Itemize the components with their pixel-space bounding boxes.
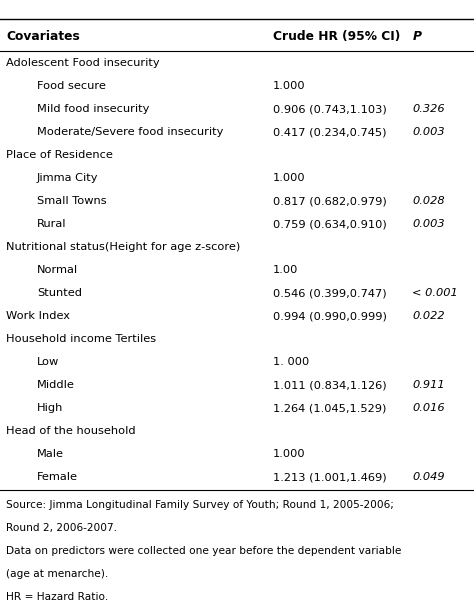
Text: 0.003: 0.003 <box>412 220 445 229</box>
Text: Rural: Rural <box>37 220 66 229</box>
Text: 0.003: 0.003 <box>412 128 445 137</box>
Text: Moderate/Severe food insecurity: Moderate/Severe food insecurity <box>37 128 223 137</box>
Text: 1.00: 1.00 <box>273 266 298 275</box>
Text: Female: Female <box>37 473 78 482</box>
Text: Low: Low <box>37 358 59 367</box>
Text: 1. 000: 1. 000 <box>273 358 309 367</box>
Text: 0.028: 0.028 <box>412 197 445 206</box>
Text: Data on predictors were collected one year before the dependent variable: Data on predictors were collected one ye… <box>6 546 401 556</box>
Text: 0.546 (0.399,0.747): 0.546 (0.399,0.747) <box>273 289 386 298</box>
Text: 0.994 (0.990,0.999): 0.994 (0.990,0.999) <box>273 312 386 321</box>
Text: 1.264 (1.045,1.529): 1.264 (1.045,1.529) <box>273 404 386 413</box>
Text: 0.022: 0.022 <box>412 312 445 321</box>
Text: < 0.001: < 0.001 <box>412 289 458 298</box>
Text: High: High <box>37 404 64 413</box>
Text: 0.016: 0.016 <box>412 404 445 413</box>
Text: 1.011 (0.834,1.126): 1.011 (0.834,1.126) <box>273 381 386 390</box>
Text: Male: Male <box>37 450 64 459</box>
Text: Food secure: Food secure <box>37 82 106 91</box>
Text: Crude HR (95% CI): Crude HR (95% CI) <box>273 30 400 43</box>
Text: Normal: Normal <box>37 266 78 275</box>
Text: 1.000: 1.000 <box>273 174 305 183</box>
Text: Covariates: Covariates <box>6 30 80 43</box>
Text: HR = Hazard Ratio.: HR = Hazard Ratio. <box>6 592 109 602</box>
Text: 0.326: 0.326 <box>412 105 445 114</box>
Text: 0.049: 0.049 <box>412 473 445 482</box>
Text: Adolescent Food insecurity: Adolescent Food insecurity <box>6 59 160 68</box>
Text: Mild food insecurity: Mild food insecurity <box>37 105 149 114</box>
Text: 0.759 (0.634,0.910): 0.759 (0.634,0.910) <box>273 220 386 229</box>
Text: Source: Jimma Longitudinal Family Survey of Youth; Round 1, 2005-2006;: Source: Jimma Longitudinal Family Survey… <box>6 500 394 510</box>
Text: Jimma City: Jimma City <box>37 174 99 183</box>
Text: 1.213 (1.001,1.469): 1.213 (1.001,1.469) <box>273 473 386 482</box>
Text: 0.417 (0.234,0.745): 0.417 (0.234,0.745) <box>273 128 386 137</box>
Text: Middle: Middle <box>37 381 75 390</box>
Text: 0.817 (0.682,0.979): 0.817 (0.682,0.979) <box>273 197 386 206</box>
Text: Small Towns: Small Towns <box>37 197 107 206</box>
Text: Household income Tertiles: Household income Tertiles <box>6 335 156 344</box>
Text: 1.000: 1.000 <box>273 450 305 459</box>
Text: Work Index: Work Index <box>6 312 70 321</box>
Text: 0.906 (0.743,1.103): 0.906 (0.743,1.103) <box>273 105 386 114</box>
Text: Stunted: Stunted <box>37 289 82 298</box>
Text: 0.911: 0.911 <box>412 381 445 390</box>
Text: Place of Residence: Place of Residence <box>6 151 113 160</box>
Text: P: P <box>412 30 421 43</box>
Text: (age at menarche).: (age at menarche). <box>6 569 109 579</box>
Text: Nutritional status(Height for age z-score): Nutritional status(Height for age z-scor… <box>6 243 240 252</box>
Text: Round 2, 2006-2007.: Round 2, 2006-2007. <box>6 523 117 533</box>
Text: Head of the household: Head of the household <box>6 427 136 436</box>
Text: 1.000: 1.000 <box>273 82 305 91</box>
